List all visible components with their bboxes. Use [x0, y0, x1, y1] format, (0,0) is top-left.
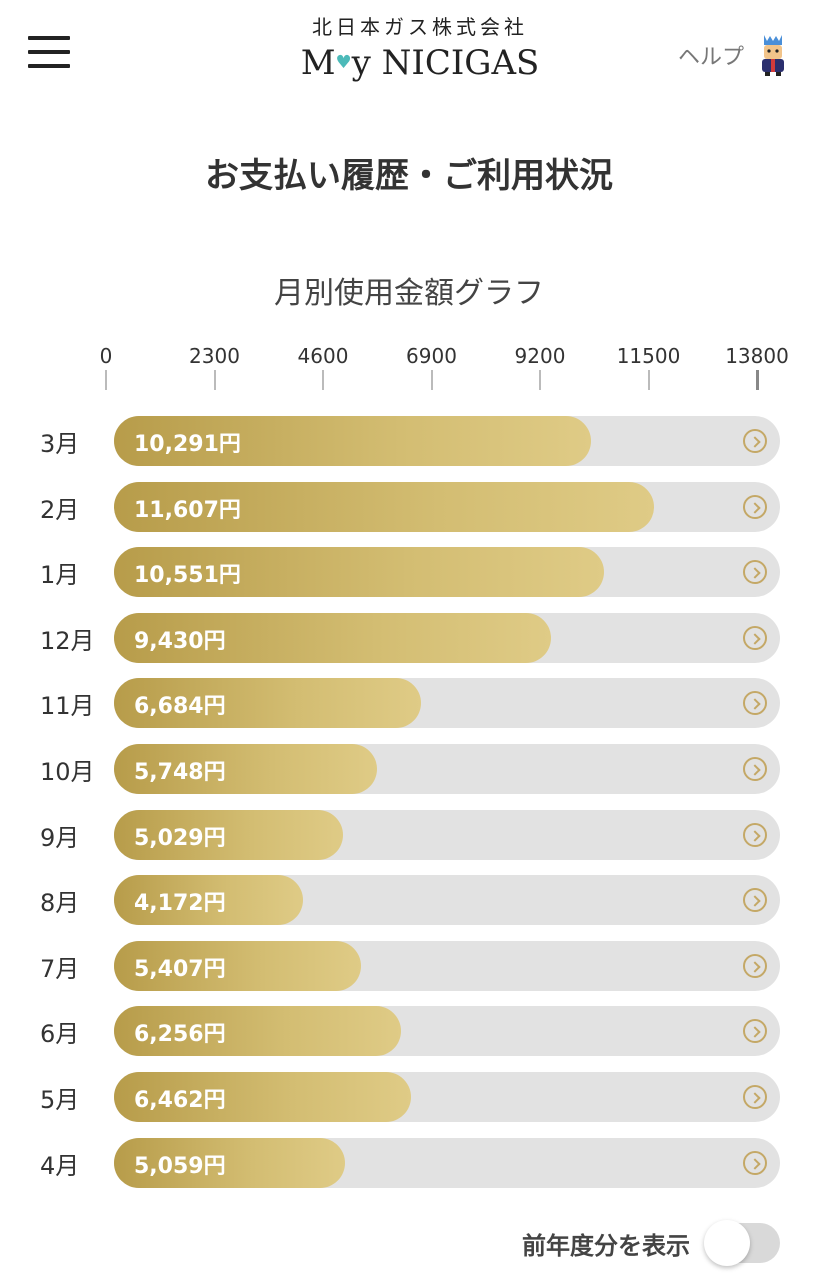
month-bar-row[interactable]: 8月 4,172円 [0, 875, 818, 926]
axis-tick-label: 9200 [514, 344, 566, 368]
amount-label: 5,059円 [134, 1153, 226, 1179]
axis-tick-mark [213, 370, 216, 390]
chevron-right-icon[interactable] [743, 757, 767, 781]
axis-tick-label: 13800 [725, 344, 789, 368]
amount-label: 6,462円 [134, 1088, 226, 1113]
month-label: 9月 [40, 823, 80, 852]
amount-bar [114, 481, 654, 532]
month-label: 6月 [40, 1020, 80, 1049]
chevron-right-icon[interactable] [743, 953, 767, 978]
amount-bar [114, 1072, 411, 1122]
axis-tick-mark [322, 370, 324, 390]
previous-year-toggle-row: 前年度分を表示 [522, 1218, 780, 1268]
chevron-right-icon[interactable] [743, 888, 767, 913]
toggle-knob[interactable] [704, 1220, 750, 1266]
month-bar-row[interactable]: 4月 5,059円 [0, 1137, 818, 1188]
axis-tick-mark [105, 370, 107, 390]
month-bar-row[interactable]: 1月 10,551円 [0, 547, 818, 598]
axis-tick-label: 11500 [616, 344, 681, 368]
month-label: 1月 [40, 561, 80, 590]
month-bar-row[interactable]: 10月 5,748円 [0, 744, 818, 794]
axis-tick-mark [430, 370, 433, 390]
chevron-right-icon[interactable] [743, 560, 767, 585]
amount-bar [114, 875, 303, 926]
chevron-right-icon[interactable] [743, 1150, 767, 1175]
amount-bar [114, 1137, 345, 1188]
amount-label: 9,430円 [134, 628, 226, 654]
amount-bar [114, 940, 362, 991]
amount-bar [114, 612, 551, 663]
amount-label: 10,291円 [134, 432, 241, 457]
month-label: 2月 [40, 495, 80, 524]
menu-line [28, 50, 70, 54]
month-bar-row[interactable]: 2月 11,607円 [0, 481, 818, 532]
month-bar-row[interactable]: 7月 5,407円 [0, 940, 818, 991]
axis-tick-label: 2300 [189, 344, 240, 368]
previous-year-toggle-label: 前年度分を表示 [522, 1231, 690, 1260]
month-label: 7月 [40, 954, 80, 983]
brand-prefix: M [300, 43, 336, 83]
amount-label: 5,407円 [134, 956, 226, 982]
month-bar-row[interactable]: 12月 9,430円 [0, 612, 818, 663]
month-label: 12月 [40, 626, 95, 655]
heart-icon: ♥ [335, 52, 352, 73]
amount-bar [114, 744, 378, 794]
month-label: 4月 [40, 1151, 80, 1180]
amount-bar [114, 1006, 402, 1057]
amount-label: 5,748円 [134, 760, 226, 785]
page-title: お支払い履歴・ご利用状況 [205, 156, 613, 196]
axis-tick-label: 4600 [297, 344, 349, 368]
brand-suffix: y NICIGAS [351, 43, 540, 83]
amount-bar [114, 416, 592, 466]
amount-bar [114, 678, 422, 729]
month-bar-row[interactable]: 3月 10,291円 [0, 416, 818, 466]
axis-tick-mark [756, 370, 759, 390]
mascot-icon [762, 35, 784, 76]
chevron-right-icon[interactable] [743, 625, 767, 650]
chevron-right-icon[interactable] [743, 1019, 767, 1044]
app-header: 北日本ガス株式会社 M♥y NICIGAS ヘルプ [0, 0, 818, 110]
brand-name: M♥y NICIGAS [290, 40, 550, 92]
menu-line [28, 64, 70, 68]
chevron-right-icon[interactable] [743, 822, 767, 847]
chevron-right-icon[interactable] [743, 429, 767, 453]
axis-tick-mark [647, 370, 650, 390]
amount-label: 11,607円 [134, 497, 241, 523]
x-axis: 0 2300 4600 6900 9200 11500 13800 [0, 340, 818, 396]
chevron-right-icon[interactable] [743, 494, 767, 519]
amount-label: 5,029円 [134, 825, 226, 851]
axis-tick-label: 0 [99, 344, 113, 368]
axis-tick-label: 6900 [406, 344, 457, 368]
month-label: 3月 [40, 430, 80, 458]
amount-bar [114, 809, 344, 860]
help-label: ヘルプ [677, 45, 744, 70]
amount-label: 10,551円 [134, 563, 241, 589]
hamburger-menu-icon[interactable] [28, 36, 72, 70]
amount-bar [114, 547, 604, 598]
axis-tick-mark [539, 370, 541, 390]
month-label: 8月 [40, 889, 80, 918]
help-button[interactable]: ヘルプ [678, 30, 790, 80]
month-label: 10月 [40, 758, 95, 786]
month-bar-row[interactable]: 9月 5,029円 [0, 809, 818, 860]
month-label: 5月 [40, 1086, 80, 1114]
chevron-right-icon[interactable] [743, 1085, 767, 1109]
graph-title: 月別使用金額グラフ [274, 276, 544, 311]
company-name: 北日本ガス株式会社 [312, 15, 528, 39]
month-bar-row[interactable]: 11月 6,684円 [0, 678, 818, 729]
month-label: 11月 [40, 692, 95, 721]
brand-logo[interactable]: 北日本ガス株式会社 M♥y NICIGAS [290, 14, 550, 94]
month-bar-row[interactable]: 5月 6,462円 [0, 1072, 818, 1122]
amount-label: 6,256円 [134, 1022, 226, 1048]
amount-label: 4,172円 [134, 891, 226, 917]
previous-year-toggle[interactable] [704, 1220, 780, 1266]
menu-line [28, 36, 70, 40]
month-bar-row[interactable]: 6月 6,256円 [0, 1006, 818, 1057]
amount-label: 6,684円 [134, 694, 226, 720]
chevron-right-icon[interactable] [743, 691, 767, 716]
